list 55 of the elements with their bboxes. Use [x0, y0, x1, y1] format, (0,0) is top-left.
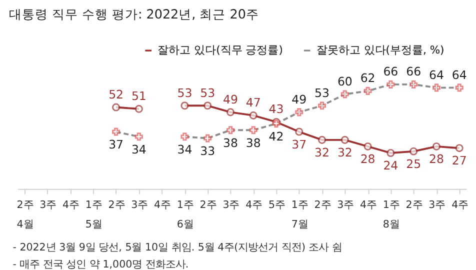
data-label: 38 [246, 136, 261, 150]
data-label: 49 [292, 92, 307, 106]
data-label: 28 [360, 152, 376, 166]
x-tick-label: 5주 [268, 199, 286, 211]
data-label: 33 [200, 144, 216, 158]
data-label: 52 [108, 87, 124, 102]
data-label: 37 [108, 137, 124, 152]
x-tick-label: 4주 [62, 199, 80, 211]
data-label: 60 [337, 74, 352, 88]
x-tick-label: 1주 7월 [291, 199, 308, 231]
x-tick-label: 2주 [314, 199, 331, 211]
data-label: 53 [177, 86, 192, 100]
text: - 매주 전국 성인 약 1,000명 전화조사. [12, 258, 189, 270]
data-label: 38 [223, 136, 238, 150]
x-tick-label: 3주 [428, 199, 446, 211]
x-tick-label: 1주 5월 [85, 199, 102, 231]
x-tick-label: 4주 [360, 199, 377, 211]
x-tick-label: 3주 [337, 199, 354, 211]
data-label: 34 [131, 142, 146, 156]
data-label: 62 [360, 71, 376, 86]
data-label: 53 [200, 86, 216, 100]
data-label: 49 [223, 92, 238, 106]
data-label: 53 [314, 86, 330, 100]
data-label: 64 [452, 68, 467, 82]
data-label: 47 [246, 96, 261, 110]
data-label: 66 [383, 64, 398, 79]
data-label: 51 [131, 89, 146, 104]
x-tick-label: 2주 [200, 199, 216, 211]
x-tick-label: 4주 [246, 199, 262, 211]
x-tick-label: 3주 [131, 199, 148, 211]
text: - 2022년 3월 9일 당선, 5월 10일 취임. 5월 4주(지방선거 직전) 조사 쉼 [12, 242, 342, 254]
x-tick-label: 1주 8월 [382, 199, 400, 231]
x-tick-label: 4주 [452, 199, 468, 211]
data-label: 64 [428, 68, 444, 82]
x-tick-label: 1주 6월 [176, 199, 194, 231]
data-label: 28 [428, 152, 444, 166]
data-label: 27 [452, 154, 467, 168]
data-label: 32 [314, 146, 330, 160]
data-label: 42 [268, 129, 284, 144]
data-label: 43 [268, 102, 284, 116]
x-tick-label: 3주 [222, 199, 240, 211]
x-tick-label: 2주 [108, 199, 125, 211]
x-tick-label: 3주 [40, 199, 56, 211]
x-tick-label: 2주 [406, 199, 422, 211]
x-tick-label: 4주 [154, 199, 171, 211]
legend-label: 잘하고 있다(직무 긍정률) [158, 43, 283, 56]
data-label: 24 [383, 158, 398, 173]
chart-title: 대통령 직무 수행 평가: 2022년, 최근 20주 [8, 7, 259, 22]
data-label: 66 [406, 64, 422, 79]
data-label: 25 [406, 157, 422, 172]
x-tick-label: 2주 4월 [16, 199, 34, 231]
data-label: 34 [177, 142, 192, 156]
data-label: 32 [337, 146, 352, 160]
legend-label: 잘못하고 있다(부정률, %) [316, 43, 444, 56]
data-label: 37 [292, 137, 307, 152]
